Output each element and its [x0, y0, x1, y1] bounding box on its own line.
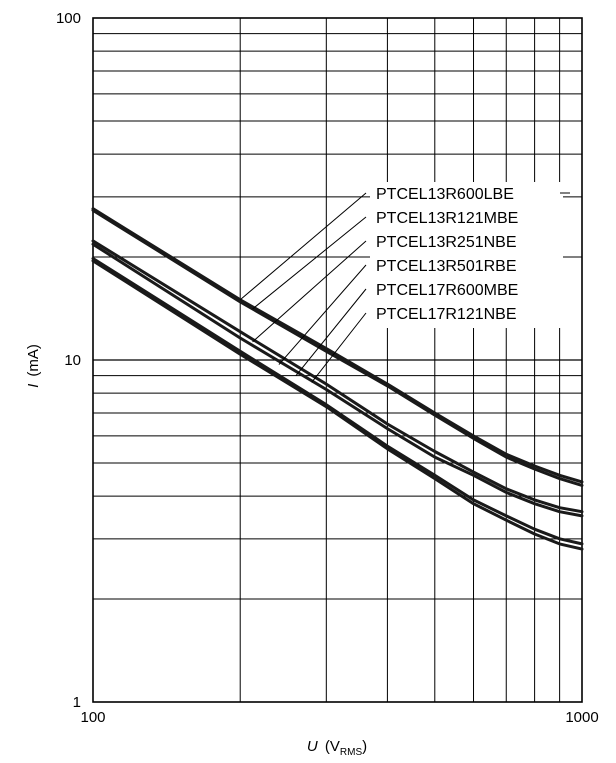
legend-leader-line — [252, 216, 367, 310]
x-axis-symbol: U — [307, 738, 318, 755]
legend-leader-line — [278, 264, 367, 365]
series-line — [91, 242, 584, 518]
y-tick-label: 10 — [64, 352, 81, 369]
x-tick-label: 100 — [80, 709, 105, 726]
x-axis-unit-subscript: RMS — [340, 747, 363, 758]
x-axis-unit: V — [330, 738, 340, 755]
series-line — [91, 239, 584, 514]
series-line — [91, 259, 584, 551]
legend-leader-lines — [239, 192, 367, 383]
series-line — [91, 257, 584, 546]
legend-leader-line — [252, 240, 367, 343]
y-axis-symbol: I — [25, 384, 42, 388]
legend-entry: PTCEL13R251NBE — [376, 234, 517, 251]
y-tick-label: 1 — [73, 694, 81, 711]
series-line — [91, 207, 584, 484]
x-tick-label: 1000 — [565, 709, 598, 726]
y-axis-label: I (mA) — [25, 344, 42, 388]
legend-entry: PTCEL13R501RBE — [376, 258, 517, 275]
plot-area-frame — [92, 17, 583, 703]
y-tick-label: 100 — [56, 10, 81, 27]
legend-entry: PTCEL13R600LBE — [376, 186, 514, 203]
series-layer — [91, 207, 584, 551]
legend-background — [370, 182, 563, 328]
x-axis-label: U (VRMS) — [307, 738, 367, 758]
legend-leader-line — [311, 312, 367, 383]
legend: PTCEL13R600LBE PTCEL13R121MBE PTCEL13R251N… — [376, 186, 570, 323]
legend-leader-line — [239, 192, 367, 301]
legend-entry: PTCEL17R121NBE — [376, 306, 517, 323]
y-axis-unit: (mA) — [25, 344, 42, 377]
series-line — [91, 208, 584, 487]
legend-entry: PTCEL17R600MBE — [376, 282, 518, 299]
legend-entry: PTCEL13R121MBE — [376, 210, 518, 227]
legend-leader-line — [295, 288, 367, 376]
grid-lines — [93, 18, 582, 702]
tick-labels: 1 10 100 100 1000 — [56, 10, 599, 726]
